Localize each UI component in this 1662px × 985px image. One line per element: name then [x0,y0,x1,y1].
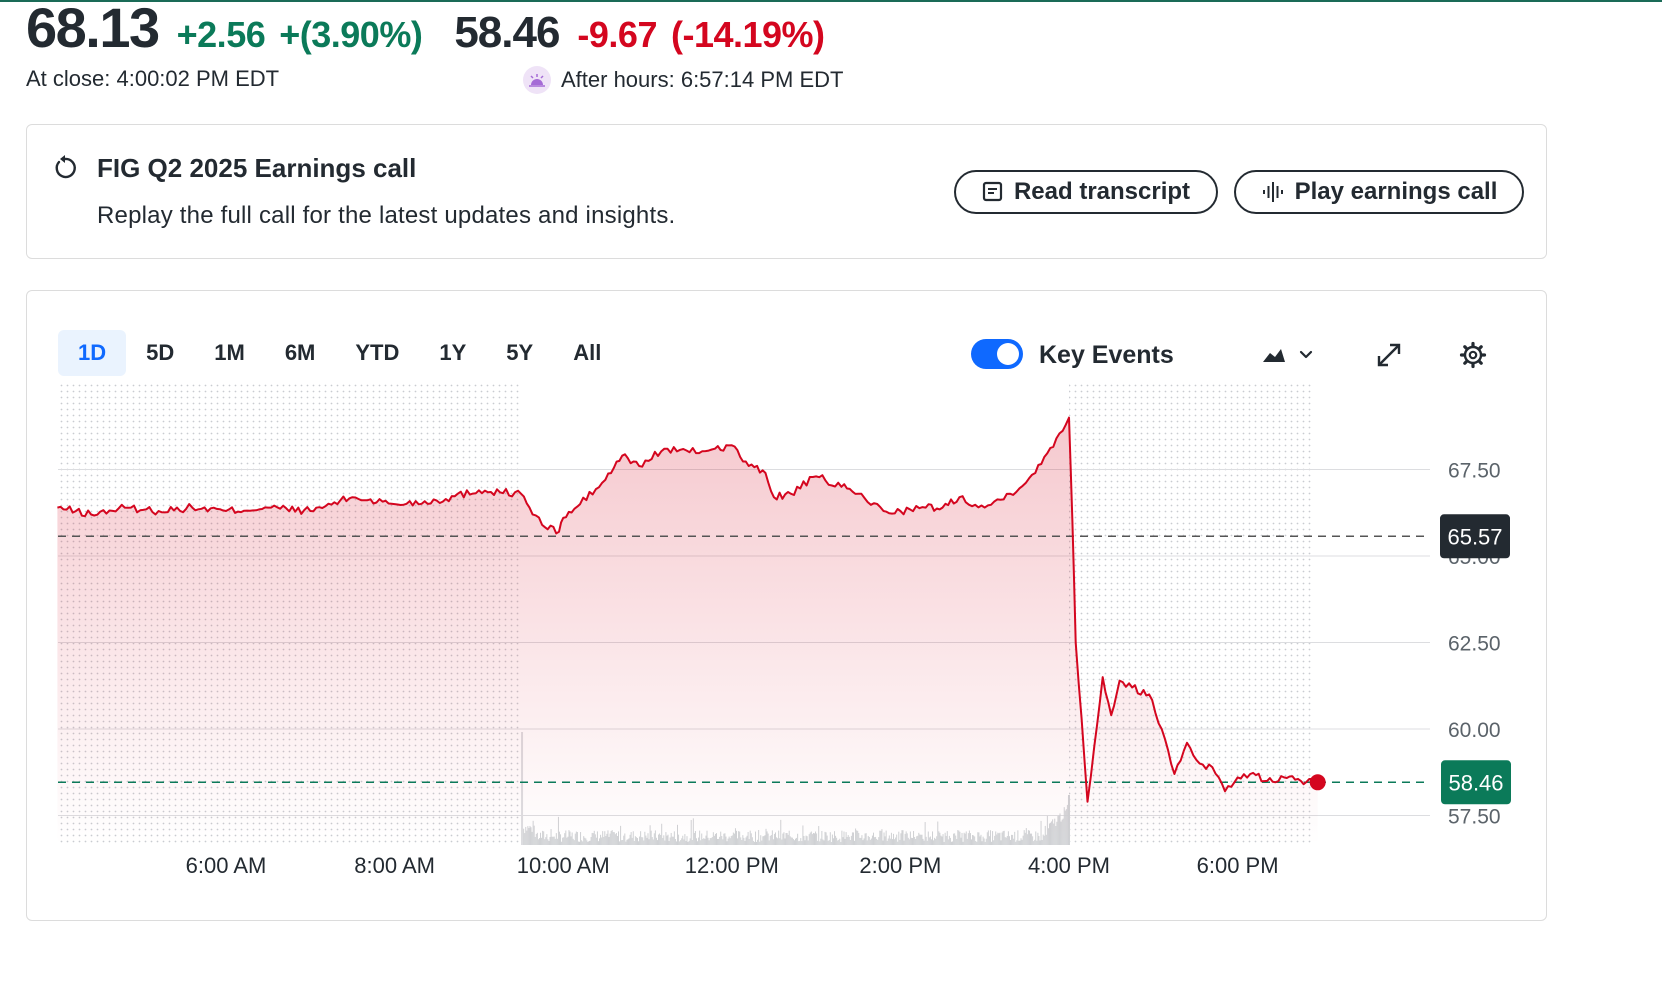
previous-close-tag: 65.57 [1440,514,1510,559]
current-price-value: 58.46 [1448,770,1503,795]
range-tab-6m[interactable]: 6M [284,340,316,365]
y-tick-label: 57.50 [1448,806,1501,829]
key-events-label: Key Events [1039,341,1174,369]
y-tick-label: 62.50 [1448,633,1501,656]
range-tab-1m[interactable]: 1M [214,340,245,365]
x-tick-label: 12:00 PM [685,853,779,878]
play-earnings-call-label: Play earnings call [1294,178,1498,205]
regular-price: 68.13 [26,0,160,59]
x-tick-label: 6:00 PM [1197,853,1279,878]
after-hours-change: -9.67 [577,14,657,55]
range-tab-all[interactable]: All [573,340,602,365]
chart-card: 1D 5D 1M 6M YTD 1Y 5Y All Key Events [26,290,1547,921]
gear-icon[interactable] [1459,339,1487,371]
range-tab-5y[interactable]: 5Y [506,340,534,365]
quote-header: 68.13 +2.56 +(3.90%) 58.46 -9.67 (-14.19… [26,0,825,58]
x-tick-label: 10:00 AM [517,853,610,878]
chevron-down-icon [1299,350,1313,359]
y-tick-label: 67.50 [1448,460,1501,483]
earnings-call-title: FIG Q2 2025 Earnings call [97,153,417,183]
price-area [57,417,1318,845]
key-events-toggle[interactable] [971,339,1023,369]
price-line [57,416,1319,803]
play-earnings-call-button[interactable]: Play earnings call [1234,170,1524,214]
x-tick-label: 4:00 PM [1028,853,1110,878]
y-tick-label: 60.00 [1448,719,1501,742]
expand-icon[interactable] [1375,339,1403,371]
after-hours-change-pct: (-14.19%) [670,14,825,55]
range-tabs: 1D 5D 1M 6M YTD 1Y 5Y All [58,330,621,376]
after-hours-timestamp: After hours: 6:57:14 PM EDT [523,66,843,94]
x-tick-label: 6:00 AM [186,853,267,878]
chart-type-selector[interactable] [1261,339,1321,371]
earnings-call-card: FIG Q2 2025 Earnings call Replay the ful… [26,124,1547,259]
x-tick-label: 8:00 AM [354,853,435,878]
replay-icon [51,153,79,181]
range-tab-5d[interactable]: 5D [146,340,175,365]
read-transcript-label: Read transcript [1013,178,1191,205]
moon-icon [523,66,551,94]
range-tab-1y[interactable]: 1Y [439,340,467,365]
current-price-tag: 58.46 [1441,760,1511,805]
waveform-icon [1262,182,1283,202]
current-price-dot [1309,774,1326,791]
after-hours-label: After hours: 6:57:14 PM EDT [561,67,844,92]
current-price-box [1441,760,1511,805]
toggle-knob [997,343,1019,365]
regular-change-pct: +(3.90%) [279,14,423,55]
x-tick-label: 2:00 PM [859,853,941,878]
transcript-icon [982,181,1003,202]
range-tab-ytd[interactable]: YTD [355,340,400,365]
range-tab-1d[interactable]: 1D [58,330,127,376]
regular-change: +2.56 [176,14,266,55]
top-accent-line [0,0,1662,2]
previous-close-box [1440,514,1510,559]
previous-close-value: 65.57 [1447,524,1502,549]
close-timestamp: At close: 4:00:02 PM EDT [26,66,280,91]
after-hours-price: 58.46 [454,8,560,57]
read-transcript-button[interactable]: Read transcript [954,170,1218,214]
mountain-chart-icon [1263,349,1285,362]
earnings-call-subtitle: Replay the full call for the latest upda… [97,202,676,229]
x-axis-labels: 6:00 AM 8:00 AM 10:00 AM 12:00 PM 2:00 PM 4:0… [186,853,1279,878]
